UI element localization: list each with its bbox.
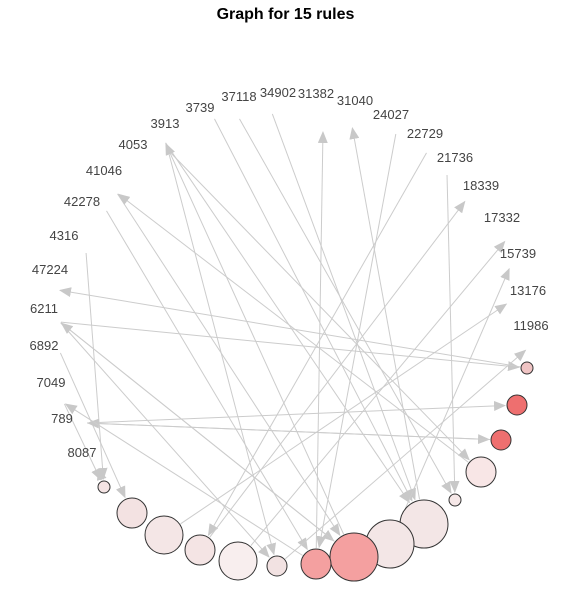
rule-node-r9: [266, 555, 288, 577]
edge-item-22729-to-rule-r11: [207, 152, 427, 537]
item-label-17332: 17332: [484, 210, 520, 225]
edge-item-789-to-rule-r2: [86, 400, 507, 424]
edge-item-21736-to-rule-r4: [446, 174, 460, 494]
item-label-15739: 15739: [500, 246, 536, 261]
graph-title: Graph for 15 rules: [216, 6, 355, 23]
rule-node-r3: [490, 429, 512, 451]
item-label-6211: 6211: [30, 301, 58, 316]
item-label-6892: 6892: [30, 338, 59, 353]
edge-rule-r10-to-item-17332: [250, 240, 506, 546]
edge-rule-r7-to-item-6211: [60, 322, 335, 542]
item-label-11986: 11986: [513, 318, 548, 333]
edge-item-24027-to-rule-r8: [316, 133, 397, 549]
item-label-37118: 37118: [221, 89, 256, 104]
edge-item-3913-to-rule-r5: [165, 142, 410, 504]
item-label-42278: 42278: [64, 194, 100, 209]
rule-node-r4: [448, 493, 462, 507]
edge-item-4053-to-rule-r9: [167, 150, 277, 556]
edge-rule-r15-to-item-47224: [58, 287, 521, 368]
item-label-789: 789: [51, 411, 73, 426]
item-label-8087: 8087: [68, 445, 97, 460]
rule-node-r7: [329, 532, 379, 582]
rule-nodes-layer: [97, 361, 534, 582]
edge-item-4053-to-rule-r1: [168, 150, 470, 461]
item-label-31040: 31040: [337, 93, 373, 108]
rule-node-r14: [97, 480, 111, 494]
rule-node-r13: [116, 497, 148, 529]
edge-rule-r5-to-item-31040: [349, 126, 421, 500]
item-label-3913: 3913: [151, 116, 180, 131]
edge-rule-r12-to-item-13176: [180, 303, 508, 525]
item-label-4053: 4053: [119, 137, 148, 152]
rule-node-r10: [218, 541, 258, 581]
edges-layer: [58, 113, 527, 560]
edge-item-34902-to-rule-r5: [271, 113, 416, 501]
edge-rule-r11-to-item-18339: [209, 200, 466, 538]
edge-item-37118-to-rule-r4: [239, 118, 452, 494]
edge-item-3739-to-rule-r5: [214, 118, 413, 502]
edge-item-7049-to-rule-r14: [63, 403, 102, 481]
edge-rule-r3-to-item-789: [86, 418, 491, 441]
item-label-18339: 18339: [463, 178, 499, 193]
rule-node-r8: [300, 548, 332, 580]
rule-node-r12: [144, 515, 184, 555]
item-label-21736: 21736: [437, 150, 473, 165]
item-label-41046: 41046: [86, 163, 122, 178]
item-label-22729: 22729: [407, 126, 443, 141]
item-label-13176: 13176: [510, 283, 546, 298]
rule-node-r2: [506, 394, 528, 416]
item-label-31382: 31382: [298, 86, 334, 101]
item-label-47224: 47224: [32, 262, 68, 277]
edge-rule-r9-to-item-11986: [284, 349, 527, 560]
item-label-3739: 3739: [186, 100, 215, 115]
edge-rule-r8-to-item-7049: [64, 403, 303, 556]
item-label-7049: 7049: [37, 375, 66, 390]
edge-rule-r7-to-item-3913: [165, 142, 345, 535]
item-label-34902: 34902: [260, 85, 296, 100]
edge-rule-r1-to-item-41046: [117, 193, 469, 463]
rule-node-r15: [520, 361, 534, 375]
edge-item-6211-to-rule-r9: [60, 322, 270, 558]
edge-rule-r8-to-item-31382: [315, 130, 328, 549]
item-label-24027: 24027: [373, 107, 409, 122]
edge-item-6211-to-rule-r15: [60, 321, 521, 372]
rule-node-r11: [184, 534, 216, 566]
edge-rule-r6-to-item-15739: [399, 267, 510, 522]
rule-node-r1: [465, 456, 497, 488]
item-label-4316: 4316: [50, 228, 79, 243]
edge-rule-r14-to-item-8087: [96, 467, 107, 481]
edge-item-41046-to-rule-r7: [117, 193, 341, 537]
